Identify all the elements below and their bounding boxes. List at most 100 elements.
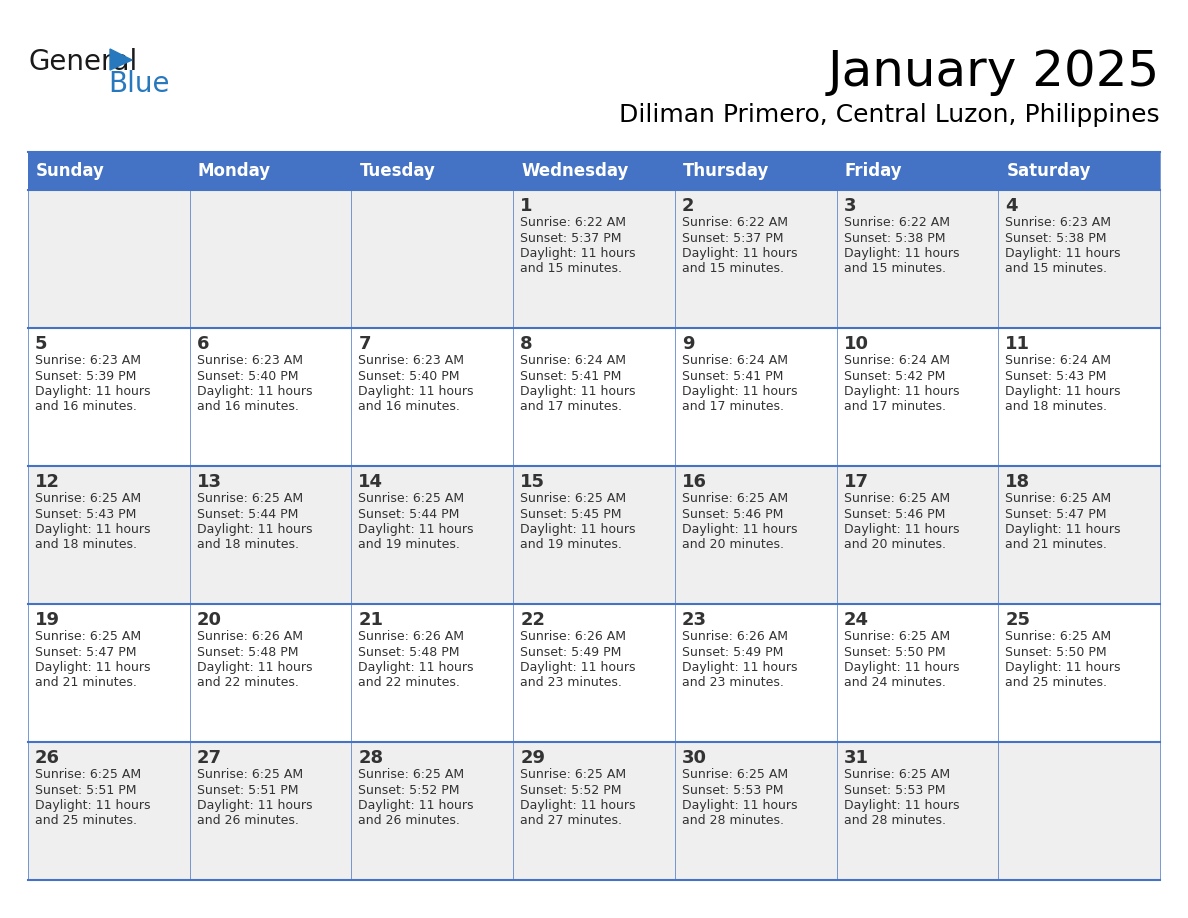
Text: and 20 minutes.: and 20 minutes.	[843, 539, 946, 552]
Text: Daylight: 11 hours: Daylight: 11 hours	[359, 799, 474, 812]
Bar	[29, 328, 1159, 466]
Text: 23: 23	[682, 611, 707, 629]
Text: 7: 7	[359, 335, 371, 353]
Text: Diliman Primero, Central Luzon, Philippines: Diliman Primero, Central Luzon, Philippi…	[619, 103, 1159, 127]
Text: Sunrise: 6:22 AM: Sunrise: 6:22 AM	[682, 216, 788, 229]
Text: Thursday: Thursday	[683, 162, 770, 180]
Text: Sunrise: 6:25 AM: Sunrise: 6:25 AM	[359, 492, 465, 505]
Text: Monday: Monday	[197, 162, 271, 180]
Text: Sunset: 5:40 PM: Sunset: 5:40 PM	[359, 370, 460, 383]
Text: 28: 28	[359, 749, 384, 767]
Bar	[190, 152, 352, 190]
Text: Sunrise: 6:26 AM: Sunrise: 6:26 AM	[359, 630, 465, 643]
Text: and 26 minutes.: and 26 minutes.	[197, 814, 298, 827]
Text: Sunset: 5:40 PM: Sunset: 5:40 PM	[197, 370, 298, 383]
Text: Sunrise: 6:25 AM: Sunrise: 6:25 AM	[843, 492, 949, 505]
Text: Sunset: 5:37 PM: Sunset: 5:37 PM	[520, 231, 621, 244]
Text: 9: 9	[682, 335, 694, 353]
Bar	[29, 152, 190, 190]
Text: Daylight: 11 hours: Daylight: 11 hours	[34, 523, 151, 536]
Text: 26: 26	[34, 749, 61, 767]
Text: Sunrise: 6:25 AM: Sunrise: 6:25 AM	[197, 492, 303, 505]
Text: General: General	[29, 48, 138, 76]
Text: Sunset: 5:42 PM: Sunset: 5:42 PM	[843, 370, 944, 383]
Text: Sunset: 5:47 PM: Sunset: 5:47 PM	[34, 645, 137, 658]
Text: Daylight: 11 hours: Daylight: 11 hours	[34, 661, 151, 674]
Text: 24: 24	[843, 611, 868, 629]
Text: Sunset: 5:49 PM: Sunset: 5:49 PM	[682, 645, 783, 658]
Text: Daylight: 11 hours: Daylight: 11 hours	[843, 523, 959, 536]
Text: and 16 minutes.: and 16 minutes.	[34, 400, 137, 413]
Text: 15: 15	[520, 473, 545, 491]
Text: 21: 21	[359, 611, 384, 629]
Bar	[29, 190, 1159, 328]
Text: Sunset: 5:50 PM: Sunset: 5:50 PM	[843, 645, 946, 658]
Text: Sunrise: 6:24 AM: Sunrise: 6:24 AM	[843, 354, 949, 367]
Text: Daylight: 11 hours: Daylight: 11 hours	[359, 523, 474, 536]
Bar	[998, 152, 1159, 190]
Text: and 27 minutes.: and 27 minutes.	[520, 814, 623, 827]
Text: and 25 minutes.: and 25 minutes.	[1005, 677, 1107, 689]
Text: and 15 minutes.: and 15 minutes.	[520, 263, 623, 275]
Text: Daylight: 11 hours: Daylight: 11 hours	[197, 385, 312, 398]
Text: Tuesday: Tuesday	[360, 162, 435, 180]
Text: Daylight: 11 hours: Daylight: 11 hours	[843, 385, 959, 398]
Text: Daylight: 11 hours: Daylight: 11 hours	[520, 799, 636, 812]
Text: Sunrise: 6:25 AM: Sunrise: 6:25 AM	[197, 768, 303, 781]
Text: Sunset: 5:53 PM: Sunset: 5:53 PM	[843, 783, 946, 797]
Text: Daylight: 11 hours: Daylight: 11 hours	[359, 385, 474, 398]
Text: 5: 5	[34, 335, 48, 353]
Text: Daylight: 11 hours: Daylight: 11 hours	[682, 799, 797, 812]
Text: and 21 minutes.: and 21 minutes.	[34, 677, 137, 689]
Text: Sunset: 5:43 PM: Sunset: 5:43 PM	[1005, 370, 1107, 383]
Text: Daylight: 11 hours: Daylight: 11 hours	[1005, 661, 1120, 674]
Text: Sunrise: 6:25 AM: Sunrise: 6:25 AM	[682, 492, 788, 505]
Text: Daylight: 11 hours: Daylight: 11 hours	[197, 661, 312, 674]
Bar	[513, 152, 675, 190]
Text: and 18 minutes.: and 18 minutes.	[197, 539, 298, 552]
Text: Sunset: 5:44 PM: Sunset: 5:44 PM	[359, 508, 460, 521]
Text: Sunset: 5:39 PM: Sunset: 5:39 PM	[34, 370, 137, 383]
Polygon shape	[110, 49, 132, 70]
Text: January 2025: January 2025	[828, 48, 1159, 96]
Text: Sunrise: 6:25 AM: Sunrise: 6:25 AM	[1005, 492, 1112, 505]
Text: and 18 minutes.: and 18 minutes.	[34, 539, 137, 552]
Text: 13: 13	[197, 473, 222, 491]
Text: Daylight: 11 hours: Daylight: 11 hours	[1005, 385, 1120, 398]
Text: Daylight: 11 hours: Daylight: 11 hours	[197, 523, 312, 536]
Text: and 23 minutes.: and 23 minutes.	[682, 677, 784, 689]
Text: Sunset: 5:47 PM: Sunset: 5:47 PM	[1005, 508, 1107, 521]
Text: and 16 minutes.: and 16 minutes.	[197, 400, 298, 413]
Text: Sunrise: 6:25 AM: Sunrise: 6:25 AM	[843, 630, 949, 643]
Text: Daylight: 11 hours: Daylight: 11 hours	[520, 385, 636, 398]
Text: and 22 minutes.: and 22 minutes.	[197, 677, 298, 689]
Text: and 26 minutes.: and 26 minutes.	[359, 814, 460, 827]
Bar	[29, 742, 1159, 880]
Text: Sunset: 5:48 PM: Sunset: 5:48 PM	[197, 645, 298, 658]
Text: Sunrise: 6:24 AM: Sunrise: 6:24 AM	[520, 354, 626, 367]
Bar	[836, 152, 998, 190]
Text: Daylight: 11 hours: Daylight: 11 hours	[1005, 247, 1120, 260]
Text: Daylight: 11 hours: Daylight: 11 hours	[34, 799, 151, 812]
Text: Sunset: 5:49 PM: Sunset: 5:49 PM	[520, 645, 621, 658]
Text: Wednesday: Wednesday	[522, 162, 628, 180]
Text: 18: 18	[1005, 473, 1030, 491]
Text: Friday: Friday	[845, 162, 902, 180]
Text: Daylight: 11 hours: Daylight: 11 hours	[520, 523, 636, 536]
Text: Daylight: 11 hours: Daylight: 11 hours	[359, 661, 474, 674]
Text: Daylight: 11 hours: Daylight: 11 hours	[520, 247, 636, 260]
Text: Sunset: 5:51 PM: Sunset: 5:51 PM	[34, 783, 137, 797]
Text: and 17 minutes.: and 17 minutes.	[682, 400, 784, 413]
Text: Sunrise: 6:22 AM: Sunrise: 6:22 AM	[843, 216, 949, 229]
Text: and 18 minutes.: and 18 minutes.	[1005, 400, 1107, 413]
Text: and 24 minutes.: and 24 minutes.	[843, 677, 946, 689]
Text: 10: 10	[843, 335, 868, 353]
Text: and 17 minutes.: and 17 minutes.	[843, 400, 946, 413]
Text: and 22 minutes.: and 22 minutes.	[359, 677, 460, 689]
Text: 17: 17	[843, 473, 868, 491]
Text: Daylight: 11 hours: Daylight: 11 hours	[843, 247, 959, 260]
Text: Sunrise: 6:25 AM: Sunrise: 6:25 AM	[34, 492, 141, 505]
Text: Sunset: 5:51 PM: Sunset: 5:51 PM	[197, 783, 298, 797]
Text: and 15 minutes.: and 15 minutes.	[682, 263, 784, 275]
Text: Daylight: 11 hours: Daylight: 11 hours	[843, 799, 959, 812]
